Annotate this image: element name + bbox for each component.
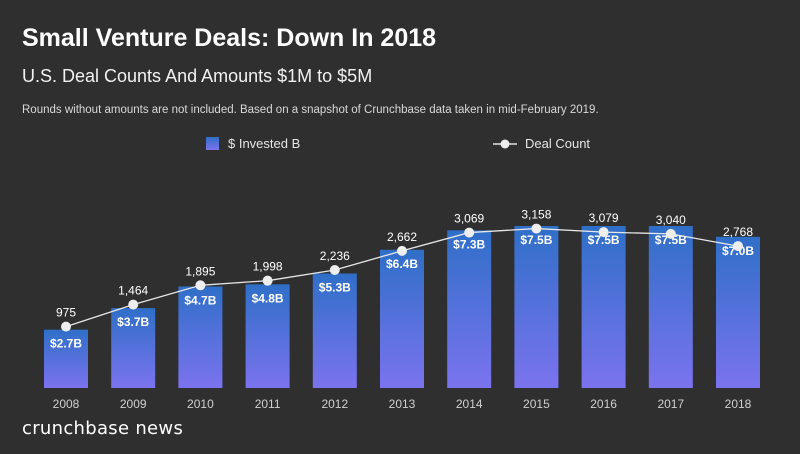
deal-count-point-2011 xyxy=(262,275,273,286)
deal-count-label-2017: 3,040 xyxy=(656,213,686,227)
x-tick-2009: 2009 xyxy=(120,397,147,411)
chart-note: Rounds without amounts are not included.… xyxy=(22,104,599,116)
deal-count-point-2018 xyxy=(733,241,743,252)
bar-label-2011: $4.8B xyxy=(252,291,284,305)
bar-2012 xyxy=(312,273,357,388)
bar-2017 xyxy=(648,226,693,388)
x-tick-2015: 2015 xyxy=(523,397,550,411)
deal-count-label-2016: 3,079 xyxy=(589,211,619,225)
bar-2014 xyxy=(447,230,492,388)
x-tick-2011: 2011 xyxy=(255,397,281,411)
deal-count-label-2018: 2,768 xyxy=(723,225,753,239)
legend-item-invested: $ Invested B xyxy=(206,136,300,151)
deal-count-point-2012 xyxy=(329,264,340,275)
deal-count-point-2015 xyxy=(531,223,542,234)
deal-count-point-2014 xyxy=(464,227,475,238)
bar-2008 xyxy=(44,329,88,388)
deal-count-label-2012: 2,236 xyxy=(320,249,350,263)
x-tick-2018: 2018 xyxy=(725,397,752,411)
bar-label-2009: $3.7B xyxy=(117,315,149,329)
deal-count-label-2008: 975 xyxy=(56,306,76,320)
bar-2013 xyxy=(380,249,424,388)
brand-logo: crunchbase news xyxy=(22,418,184,439)
bar-2010 xyxy=(178,286,223,388)
deal-count-point-2008 xyxy=(61,321,71,332)
x-tick-2016: 2016 xyxy=(590,397,617,411)
x-tick-2014: 2014 xyxy=(456,397,483,411)
bar-label-2014: $7.3B xyxy=(453,237,485,251)
bar-label-2013: $6.4B xyxy=(386,257,418,271)
deal-count-label-2013: 2,662 xyxy=(387,230,417,244)
deal-count-point-2016 xyxy=(598,227,609,238)
bar-2016 xyxy=(581,226,626,388)
bar-label-2008: $2.7B xyxy=(50,337,82,351)
legend-line-marker-icon xyxy=(493,139,517,148)
legend-label-invested: $ Invested B xyxy=(228,136,301,151)
x-tick-2008: 2008 xyxy=(53,397,80,411)
bar-label-2010: $4.7B xyxy=(184,293,216,307)
legend-swatch-bar xyxy=(206,137,219,150)
deal-count-label-2015: 3,158 xyxy=(521,208,551,222)
chart-subtitle: U.S. Deal Counts And Amounts $1M to $5M xyxy=(22,66,373,86)
bar-label-2012: $5.3B xyxy=(319,281,351,295)
legend-item-deal-count: Deal Count xyxy=(493,136,590,151)
x-tick-2017: 2017 xyxy=(657,397,684,411)
bar-label-2017: $7.5B xyxy=(655,233,687,247)
bar-label-2015: $7.5B xyxy=(520,233,552,247)
deal-count-label-2011: 1,998 xyxy=(253,260,283,274)
deal-count-point-2017 xyxy=(665,228,676,239)
deal-count-label-2010: 1,895 xyxy=(185,264,215,278)
x-tick-2010: 2010 xyxy=(187,397,214,411)
x-tick-2012: 2012 xyxy=(321,397,348,411)
deal-count-label-2014: 3,069 xyxy=(454,212,484,226)
x-tick-2013: 2013 xyxy=(389,397,416,411)
bar-label-2016: $7.5B xyxy=(588,233,620,247)
deal-count-point-2010 xyxy=(195,280,206,291)
bar-2015 xyxy=(514,226,559,388)
bar-2011 xyxy=(245,284,290,388)
deal-count-point-2009 xyxy=(128,299,139,310)
bar-2018 xyxy=(716,236,760,388)
legend-label-deal-count: Deal Count xyxy=(525,136,591,151)
bar-2009 xyxy=(111,308,156,388)
chart-title: Small Venture Deals: Down In 2018 xyxy=(22,24,437,52)
deal-count-label-2009: 1,464 xyxy=(118,284,148,298)
deal-count-point-2013 xyxy=(397,245,407,256)
